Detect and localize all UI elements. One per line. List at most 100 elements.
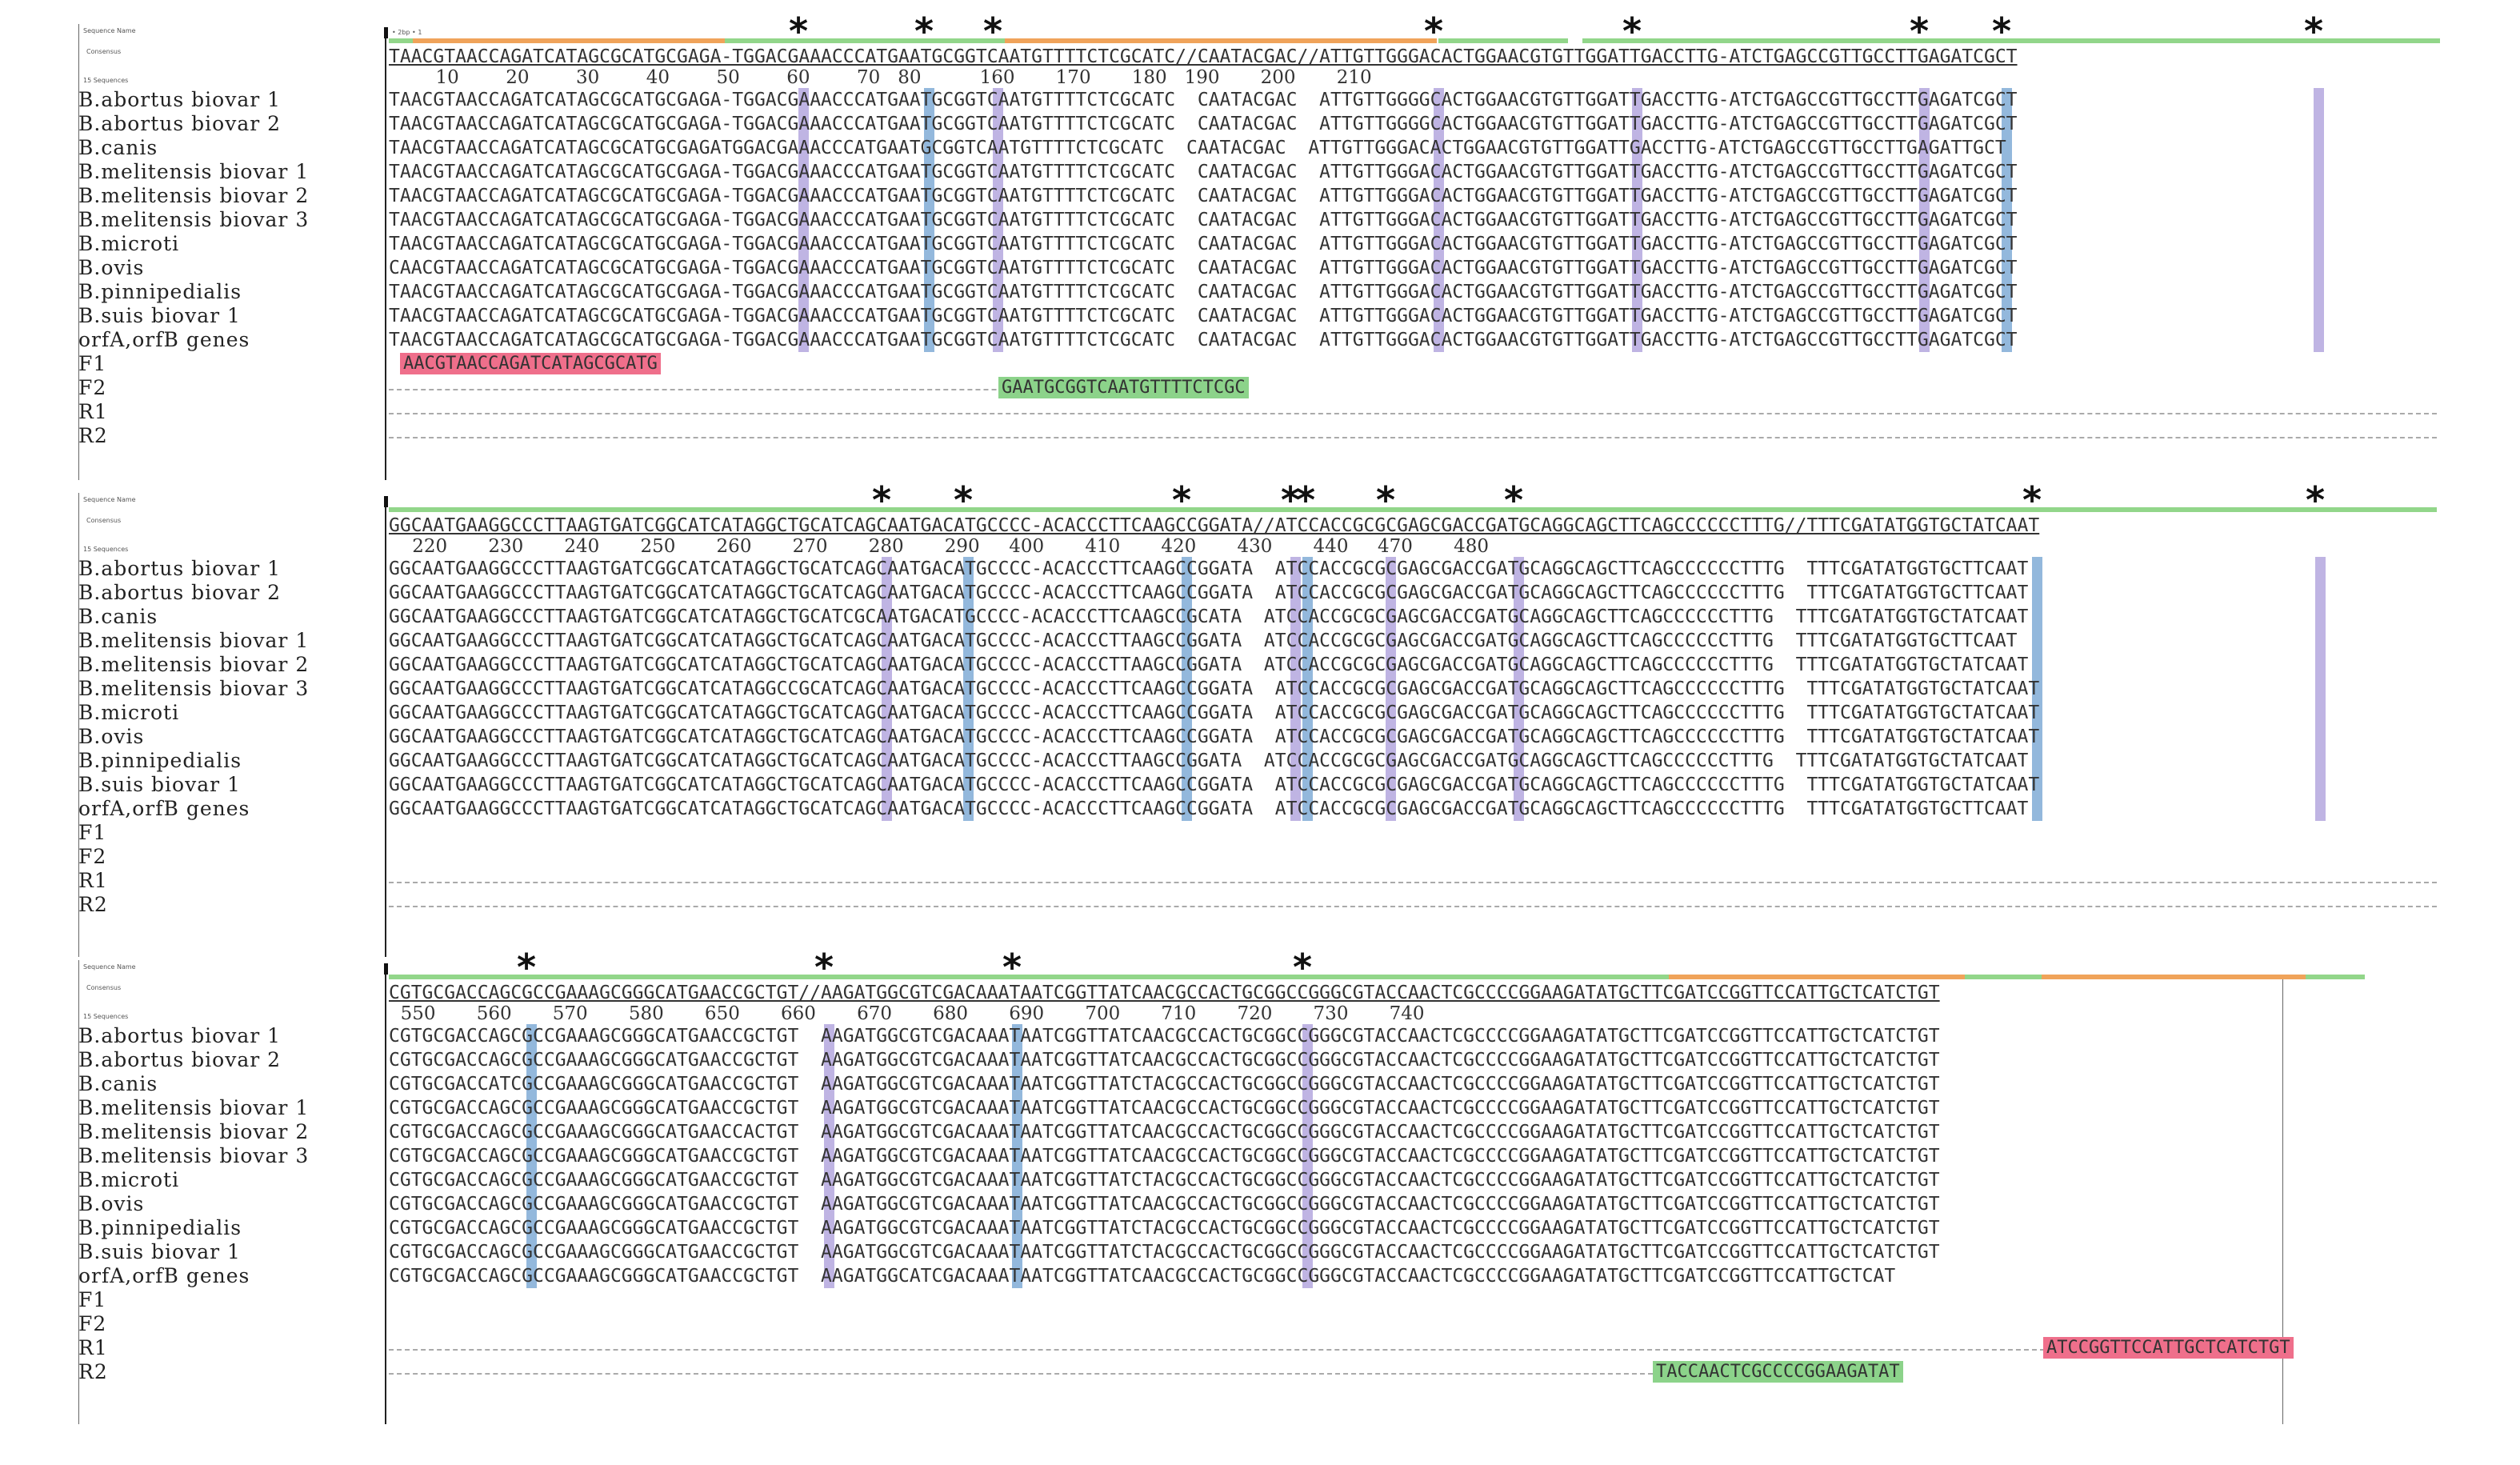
annotation-bar-green (389, 507, 2437, 512)
annotation-bar-orange (1669, 975, 1965, 979)
primer-r2: TACCAACTCGCCCCGGAAGATAT (1653, 1361, 1903, 1383)
seq-name: B.canis (78, 605, 158, 628)
primer-track (389, 1349, 2045, 1351)
panel-3-count-label: 15 Sequences (83, 1013, 129, 1020)
primer-name: F1 (78, 1288, 107, 1311)
seq-row: TAACGTAACCAGATCATAGCGCATGCGAGA-TGGACGAAA… (389, 186, 2018, 206)
seq-row: TAACGTAACCAGATCATAGCGCATGCGAGA-TGGACGAAA… (389, 114, 2018, 134)
seq-name: B.microti (78, 232, 180, 255)
primer-name: R2 (78, 424, 108, 447)
panel-1-top-tag: • 2bp • 1 (392, 29, 422, 36)
panel-2-consensus-label: Consensus (86, 517, 122, 524)
panel-2-seqname-label: Sequence Name (83, 496, 136, 503)
snp-column (1632, 88, 1642, 352)
snp-star: * (1002, 946, 1022, 989)
seq-name: B.melitensis biovar 2 (78, 184, 310, 207)
panel-3-cursor-mark (384, 963, 388, 975)
seq-name: B.suis biovar 1 (78, 1240, 241, 1263)
annotation-bar-orange (1005, 38, 1437, 43)
seq-row: CGTGCGACCAGCGCCGAAAGCGGGCATGAACCGCTGT AA… (389, 1146, 1940, 1167)
snp-column (963, 557, 974, 821)
primer-track (389, 389, 1077, 390)
snp-star: * (1293, 946, 1313, 989)
snp-column (2315, 557, 2326, 821)
seq-row: TAACGTAACCAGATCATAGCGCATGCGAGA-TGGACGAAA… (389, 90, 2018, 110)
primer-track (389, 413, 2437, 414)
panel-1-cursor-mark (384, 27, 388, 38)
alignment-panel-1: Sequence Name Consensus 15 Sequences • 2… (78, 13, 2440, 480)
snp-star: * (789, 10, 809, 53)
snp-star: * (1296, 478, 1316, 522)
seq-name: B.melitensis biovar 1 (78, 1096, 310, 1119)
panel-3-right-border (2282, 976, 2283, 1424)
seq-row: CGTGCGACCAGCGCCGAAAGCGGGCATGAACCGCTGT AA… (389, 1266, 1896, 1287)
panel-2-left-border (78, 493, 79, 957)
primer-name: R2 (78, 893, 108, 916)
snp-column (924, 88, 934, 352)
seq-name: orfA,orfB genes (78, 328, 250, 351)
snp-star: * (1424, 10, 1444, 53)
annotation-bar-green (725, 38, 1005, 43)
primer-track (389, 1373, 1653, 1375)
seq-name: B.melitensis biovar 1 (78, 629, 310, 652)
snp-column (2314, 88, 2324, 352)
seq-name: orfA,orfB genes (78, 1264, 250, 1287)
seq-name: B.pinnipedialis (78, 749, 242, 772)
primer-name: F2 (78, 845, 107, 868)
snp-column (1434, 88, 1444, 352)
seq-name: B.suis biovar 1 (78, 304, 241, 327)
primer-track (389, 882, 2437, 883)
panel-1-consensus-label: Consensus (86, 48, 122, 55)
seq-row: CGTGCGACCAGCGCCGAAAGCGGGCATGAACCGCTGT AA… (389, 1242, 1940, 1263)
seq-name: B.microti (78, 1168, 180, 1191)
seq-name: B.canis (78, 1072, 158, 1095)
snp-star: * (872, 478, 892, 522)
seq-row: GGCAATGAAGGCCCTTAAGTGATCGGCATCATAGGCTGCA… (389, 582, 2029, 603)
snp-column (1012, 1024, 1022, 1288)
seq-row: TAACGTAACCAGATCATAGCGCATGCGAGA-TGGACGAAA… (389, 306, 2018, 326)
panel-3-seqname-label: Sequence Name (83, 963, 136, 971)
seq-name: B.melitensis biovar 3 (78, 677, 310, 700)
seq-row: GGCAATGAAGGCCCTTAAGTGATCGGCATCATAGGCTGCA… (389, 799, 2029, 819)
primer-r1: ATCCGGTTCCATTGCTCATCTGT (2043, 1337, 2294, 1359)
panel-3-consensus: CGTGCGACCAGCGCCGAAAGCGGGCATGAACCGCTGT//A… (389, 983, 1940, 1003)
snp-column (1919, 88, 1930, 352)
primer-name: R1 (78, 1336, 108, 1359)
seq-name: B.abortus biovar 1 (78, 88, 282, 111)
snp-column (2002, 88, 2012, 352)
panel-2-divider (385, 496, 386, 957)
snp-column (1182, 557, 1192, 821)
snp-star: * (1376, 478, 1396, 522)
seq-row: CGTGCGACCAGCGCCGAAAGCGGGCATGAACCGCTGT AA… (389, 1194, 1940, 1215)
seq-name: B.ovis (78, 1192, 145, 1215)
alignment-panel-2: Sequence Name Consensus 15 Sequences * *… (78, 482, 2437, 957)
seq-row: GGCAATGAAGGCCCTTAAGTGATCGGCATCATAGGCTGCA… (389, 558, 2029, 579)
seq-row: CGTGCGACCATCGCCGAAAGCGGGCATGAACCGCTGT AA… (389, 1074, 1940, 1095)
snp-star: * (2304, 10, 2324, 53)
seq-name: B.melitensis biovar 3 (78, 1144, 310, 1167)
annotation-bar-green (1438, 38, 1568, 43)
panel-1-left-border (78, 24, 79, 480)
primer-name: F1 (78, 352, 107, 375)
seq-row: TAACGTAACCAGATCATAGCGCATGCGAGA-TGGACGAAA… (389, 234, 2018, 254)
seq-name: B.canis (78, 136, 158, 159)
seq-row: TAACGTAACCAGATCATAGCGCATGCGAGATGGACGAAAC… (389, 138, 2006, 158)
primer-track (389, 437, 2437, 438)
snp-star: * (517, 946, 537, 989)
seq-name: B.pinnipedialis (78, 280, 242, 303)
seq-row: TAACGTAACCAGATCATAGCGCATGCGAGA-TGGACGAAA… (389, 210, 2018, 230)
panel-2-count-label: 15 Sequences (83, 546, 129, 553)
snp-column (1386, 557, 1396, 821)
seq-row: TAACGTAACCAGATCATAGCGCATGCGAGA-TGGACGAAA… (389, 162, 2018, 182)
annotation-bar-orange (413, 38, 725, 43)
seq-name: B.melitensis biovar 2 (78, 653, 310, 676)
snp-star: * (914, 10, 934, 53)
snp-column (1302, 557, 1313, 821)
panel-3-consensus-label: Consensus (86, 984, 122, 991)
snp-column (882, 557, 892, 821)
seq-row: CGTGCGACCAGCGCCGAAAGCGGGCATGAACCGCTGT AA… (389, 1098, 1940, 1119)
snp-column (993, 88, 1003, 352)
seq-name: orfA,orfB genes (78, 797, 250, 820)
panel-1-seqname-label: Sequence Name (83, 27, 136, 34)
seq-name: B.abortus biovar 1 (78, 1024, 282, 1047)
